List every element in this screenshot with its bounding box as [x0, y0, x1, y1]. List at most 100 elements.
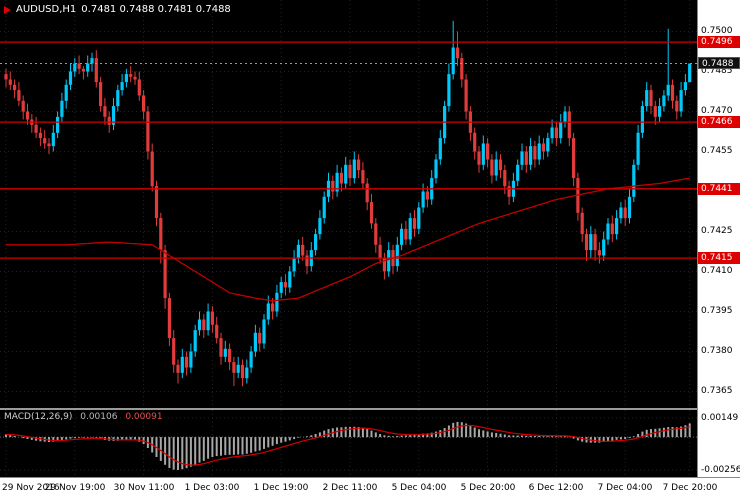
candle-body [550, 127, 554, 139]
candle-body [322, 196, 326, 219]
price-chart-panel[interactable]: AUDUSD,H1 0.7481 0.7488 0.7481 0.7488 [0, 0, 697, 408]
time-axis-label: 30 Nov 11:00 [113, 483, 175, 493]
candle-body [111, 106, 116, 125]
price-level-tag: 0.7415 [698, 252, 740, 264]
current-price-tag: 0.7488 [698, 57, 740, 69]
candle-body [658, 106, 662, 117]
panel-divider[interactable] [0, 408, 740, 410]
candle-body [120, 82, 124, 91]
time-axis-label: 29 Nov 2016 [2, 483, 60, 493]
candle-body [554, 127, 558, 139]
candle-body [8, 79, 12, 85]
candle-body [404, 228, 408, 240]
candle-body [189, 351, 193, 368]
candle-body [275, 292, 279, 312]
candle-body [47, 143, 51, 147]
candle-body [271, 303, 275, 312]
candle-body [563, 111, 567, 123]
symbol-timeframe-label: AUDUSD,H1 [16, 4, 77, 15]
price-axis[interactable]: 0.7500 0.7485 0.7470 0.7455 0.7425 0.7410 0.73… [697, 0, 740, 477]
candle-body [417, 207, 421, 229]
macd-axis-label: -0.00256 [701, 465, 740, 475]
candle-body [645, 90, 649, 107]
moving-average-line [6, 177, 690, 302]
candle-body [292, 258, 296, 272]
macd-main-value: 0.00106 [80, 412, 118, 422]
candle-body [314, 234, 318, 251]
candle-body [202, 319, 206, 331]
candle-body [301, 244, 305, 256]
candle-body [13, 84, 17, 91]
candle-body [193, 330, 197, 352]
candle-body [236, 364, 240, 373]
candle-body [167, 298, 171, 339]
candle-body [589, 234, 593, 251]
candle-body [68, 71, 73, 85]
candle-body [640, 106, 644, 133]
candle-body [352, 159, 356, 179]
symbol-marker-icon [4, 5, 11, 14]
time-axis-label: 2 Dec 11:00 [322, 483, 378, 493]
candle-body [94, 58, 98, 83]
candle-body [447, 74, 451, 107]
candle-body [546, 138, 550, 152]
candle-body [262, 319, 266, 344]
candle-body [129, 74, 133, 77]
candle-body [232, 362, 236, 373]
candle-body [387, 250, 391, 272]
candle-body [185, 356, 189, 368]
candle-body [473, 132, 477, 152]
chart-info-bar: AUDUSD,H1 0.7481 0.7488 0.7481 0.7488 [4, 4, 231, 15]
candle-body [288, 271, 292, 288]
macd-label-bar: MACD(12,26,9) 0.00106 0.00091 [4, 412, 163, 422]
candle-body [17, 90, 21, 101]
candle-body [683, 82, 687, 91]
time-axis-label: 7 Dec 04:00 [597, 483, 653, 493]
candle-body [296, 244, 300, 259]
candle-body [249, 351, 253, 368]
candle-body [163, 250, 167, 299]
candle-body [56, 116, 60, 133]
candle-body [176, 364, 180, 373]
candle-body [503, 170, 507, 187]
price-axis-label: 0.7470 [701, 106, 733, 116]
candle-body [688, 63, 692, 83]
candle-body [361, 170, 365, 184]
candle-body [434, 159, 438, 179]
candle-body [382, 258, 386, 272]
candle-body [99, 82, 103, 107]
candle-body [378, 244, 382, 259]
candle-body [541, 143, 546, 152]
candle-body [666, 84, 670, 96]
macd-chart-canvas[interactable] [0, 410, 697, 477]
macd-signal-value: 0.00091 [125, 412, 163, 422]
candle-body [21, 100, 25, 112]
candle-body [533, 146, 537, 160]
candle-body [490, 159, 494, 176]
candle-body [524, 151, 528, 165]
candle-body [498, 159, 503, 171]
candle-body [279, 282, 283, 293]
price-axis-label: 0.7380 [701, 346, 733, 356]
price-level-tag: 0.7496 [698, 36, 740, 48]
candle-body [154, 186, 159, 219]
price-axis-label: 0.7500 [701, 26, 733, 36]
candle-body [636, 132, 640, 165]
candle-body [240, 364, 245, 379]
time-axis-label: 1 Dec 03:00 [184, 483, 240, 493]
price-axis-label: 0.7395 [701, 306, 733, 316]
candle-body [606, 223, 610, 240]
macd-indicator-panel[interactable]: MACD(12,26,9) 0.00106 0.00091 [0, 410, 697, 477]
candle-body [412, 218, 417, 229]
candle-body [60, 100, 64, 117]
price-chart-canvas[interactable] [0, 0, 697, 408]
time-axis[interactable]: 29 Nov 2016 29 Nov 19:00 30 Nov 11:00 1 Dec… [0, 477, 740, 500]
candle-body [507, 186, 511, 197]
candle-body [679, 90, 683, 112]
candle-body [305, 255, 309, 267]
candle-body [516, 164, 520, 181]
candle-body [34, 124, 38, 133]
candle-body [675, 100, 679, 112]
candle-body [283, 282, 288, 288]
